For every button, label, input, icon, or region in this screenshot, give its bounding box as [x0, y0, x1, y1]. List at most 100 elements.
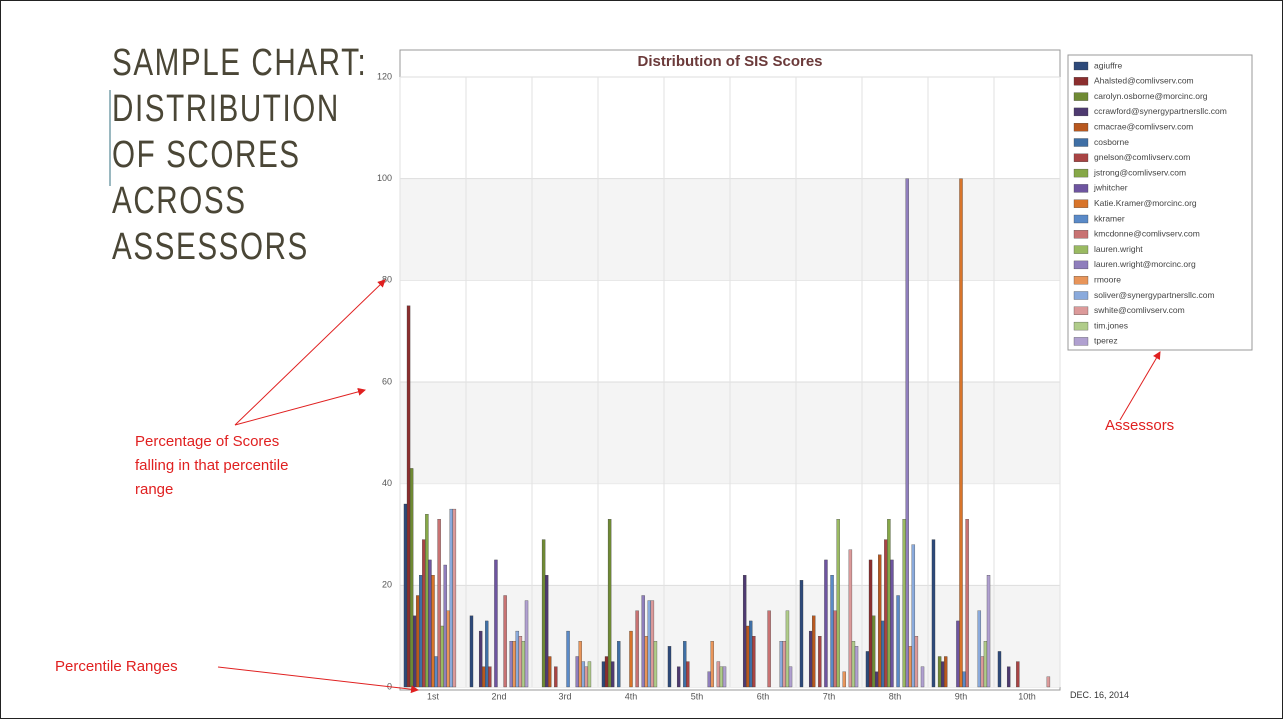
legend-label: rmoore [1094, 274, 1121, 284]
bar [587, 661, 592, 688]
bar [818, 636, 822, 688]
bar [548, 656, 552, 688]
bar [908, 646, 912, 688]
bar [868, 559, 873, 688]
legend-swatch [1073, 260, 1089, 270]
legend-label: cmacrae@comlivserv.com [1094, 121, 1193, 131]
legend-swatch [1073, 230, 1089, 239]
arrow [1119, 351, 1161, 421]
bar [512, 641, 516, 688]
bar [541, 539, 546, 688]
bar [962, 671, 966, 688]
arrow [234, 387, 366, 426]
bar [607, 519, 612, 688]
bar [578, 641, 582, 688]
bar [848, 549, 853, 688]
bar [515, 630, 520, 688]
bar [884, 539, 888, 688]
bar [1016, 661, 1020, 688]
bar [604, 656, 609, 688]
legend-label: soliver@synergypartnersllc.com [1094, 290, 1215, 300]
bar [944, 656, 948, 688]
bar [584, 666, 589, 688]
bar [544, 575, 549, 688]
legend-swatch [1073, 199, 1089, 208]
bar [779, 641, 784, 688]
bar [416, 595, 420, 688]
bar [644, 636, 648, 688]
bar [437, 519, 441, 688]
y-tick-label: 80 [382, 275, 392, 285]
legend-label: kkramer [1094, 213, 1125, 223]
y-tick-label: 100 [377, 173, 392, 183]
bar [874, 671, 879, 688]
bar [412, 615, 417, 688]
legend-swatch [1073, 61, 1089, 71]
bar [965, 519, 969, 688]
date: DEC. 16, 2014 [1070, 690, 1130, 700]
legend-swatch [1073, 77, 1089, 86]
bar [881, 620, 885, 688]
bar [449, 508, 454, 688]
bar [431, 575, 435, 688]
bar [647, 600, 652, 688]
bar [824, 559, 828, 688]
bar [911, 544, 916, 688]
bar [707, 671, 711, 688]
legend-label: jwhitcher [1093, 183, 1128, 193]
bar [865, 651, 870, 688]
bar [575, 656, 579, 688]
bar [617, 641, 621, 688]
legend-label: kmcdonne@comlivserv.com [1094, 229, 1200, 239]
bar [920, 666, 925, 688]
bar [983, 641, 988, 688]
y-tick-label: 120 [377, 71, 392, 81]
bar [443, 564, 447, 688]
bar [676, 666, 681, 688]
bar [581, 661, 586, 688]
arrow [217, 666, 419, 694]
bar [422, 539, 426, 688]
legend-label: tperez [1094, 336, 1118, 346]
bar [419, 575, 423, 688]
legend-swatch [1073, 92, 1089, 101]
legend-swatch [1073, 245, 1089, 254]
bar [742, 575, 747, 688]
legend-label: agiuffre [1094, 60, 1122, 70]
arrow [234, 279, 386, 426]
bar [650, 600, 655, 688]
bar [896, 595, 900, 688]
bar [937, 656, 942, 688]
annotation: Assessors [1105, 417, 1175, 434]
bar [782, 641, 787, 688]
legend-label: Katie.Kramer@morcinc.org [1094, 198, 1197, 208]
bar [601, 661, 606, 688]
bar [986, 575, 991, 688]
bar [833, 610, 837, 688]
bar [629, 630, 633, 688]
legend-swatch [1073, 138, 1089, 147]
chart-title: Distribution of SIS Scores [637, 53, 822, 70]
bar [521, 641, 526, 688]
legend-box [1067, 54, 1253, 351]
bar [683, 641, 687, 688]
bar [425, 514, 429, 688]
bar [710, 641, 714, 688]
legend-swatch [1073, 291, 1089, 300]
bar [428, 559, 432, 688]
accent [109, 90, 111, 186]
x-tick-label: 8th [889, 691, 902, 701]
bar [788, 666, 793, 688]
y-tick-label: 20 [382, 580, 392, 590]
legend-label: lauren.wright@morcinc.org [1094, 259, 1196, 269]
x-tick-label: 7th [823, 691, 836, 701]
bar [854, 646, 859, 688]
chart-body: 0204060801001201st2nd3rd4th5th6th7th8th9… [377, 60, 1227, 701]
bar [518, 636, 523, 688]
legend-label: swhite@comlivserv.com [1094, 305, 1185, 315]
bar [808, 630, 813, 688]
bar [842, 671, 846, 688]
bar [767, 610, 771, 688]
x-tick-label: 1st [427, 691, 440, 701]
legend-label: cosborne [1094, 137, 1129, 147]
